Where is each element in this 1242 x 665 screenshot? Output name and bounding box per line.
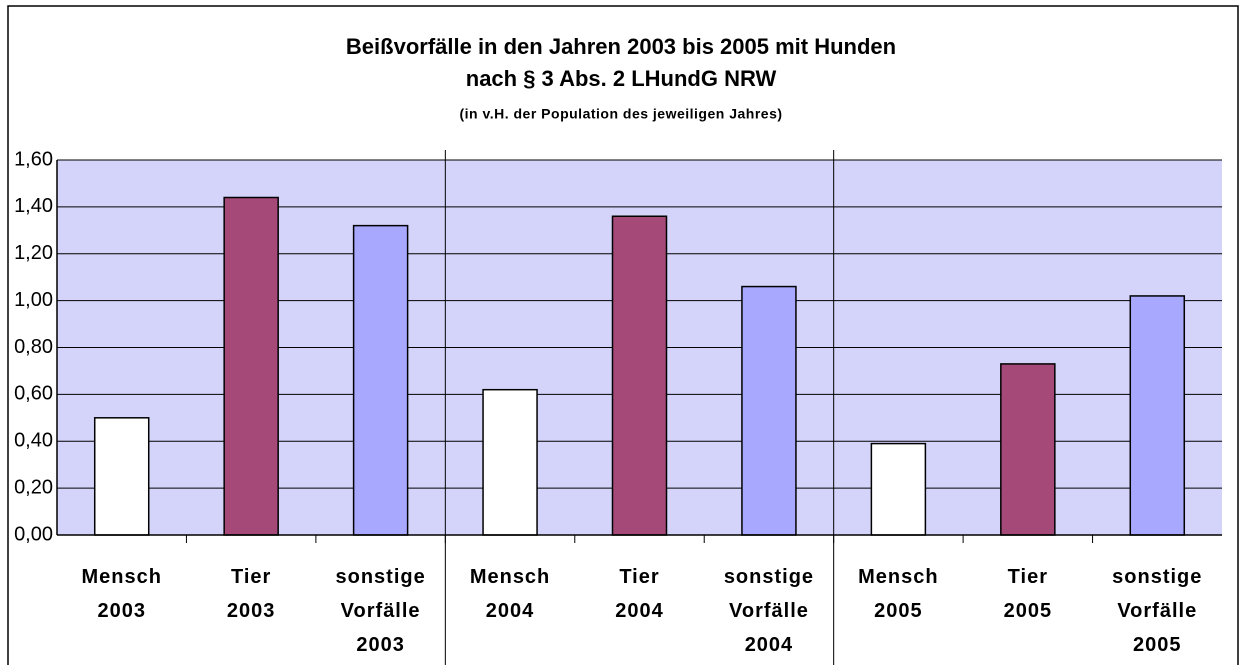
chart-title: Beißvorfälle in den Jahren 2003 bis 2005… — [346, 34, 896, 59]
x-tick-label: sonstige Vorfälle 2005 — [1112, 566, 1202, 656]
bar — [741, 285, 797, 536]
x-tick-label: Mensch 2003 — [81, 566, 161, 622]
chart-subtitle: (in v.H. der Population des jeweiligen J… — [459, 106, 782, 122]
y-tick-label: 0,20 — [14, 476, 53, 498]
y-tick-label: 1,20 — [14, 242, 53, 264]
bar — [611, 215, 668, 536]
y-tick-label: 0,00 — [14, 523, 53, 545]
chart-title-line2: nach § 3 Abs. 2 LHundG NRW — [466, 66, 777, 91]
x-tick-label: Mensch 2004 — [470, 566, 550, 622]
y-tick-label: 1,00 — [14, 289, 53, 311]
bar — [870, 442, 927, 536]
x-tick-label: Tier 2003 — [227, 566, 276, 622]
x-tick-label: Mensch 2005 — [858, 566, 938, 622]
y-tick-label: 1,60 — [14, 148, 53, 170]
bar — [1129, 295, 1186, 536]
bar — [352, 224, 409, 536]
x-tick-label: sonstige Vorfälle 2003 — [335, 566, 425, 656]
y-tick-label: 0,80 — [14, 336, 53, 358]
bar — [93, 417, 150, 536]
x-tick-label: sonstige Vorfälle 2004 — [724, 566, 814, 656]
y-tick-label: 1,40 — [14, 195, 53, 217]
y-tick-label: 0,60 — [14, 383, 53, 405]
bar — [1000, 363, 1056, 536]
x-tick-label: Tier 2005 — [1004, 566, 1053, 622]
y-tick-label: 0,40 — [14, 430, 53, 452]
x-tick-label: Tier 2004 — [615, 566, 664, 622]
bar — [482, 388, 538, 536]
bar — [223, 196, 279, 536]
